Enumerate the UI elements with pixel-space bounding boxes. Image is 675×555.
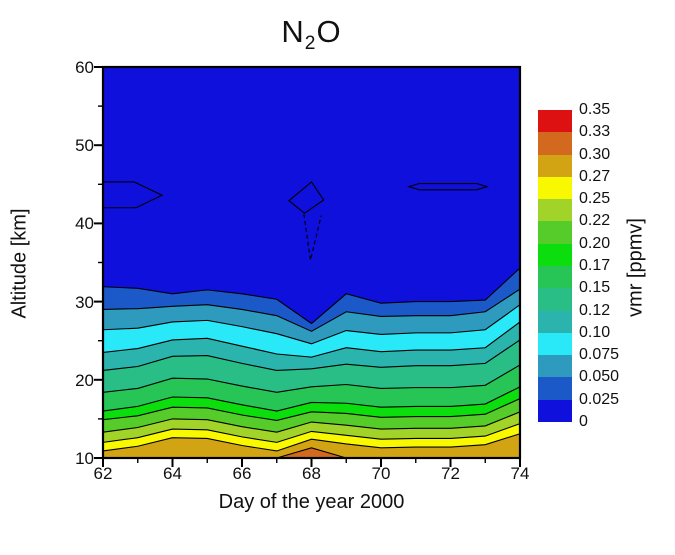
y-tick-label-40: 40: [75, 214, 94, 234]
y-tick-label-50: 50: [75, 136, 94, 156]
chart-title-base: N: [281, 14, 305, 49]
dashed-contour-tail-day68: [303, 213, 322, 261]
colorbar-tick-label-0.35: 0.35: [579, 101, 611, 118]
y-tick-label-60: 60: [75, 58, 94, 77]
x-tick-label-72: 72: [441, 464, 460, 483]
colorbar-tick-label-0.17: 0.17: [579, 257, 611, 274]
colorbar-tick-label-0.10: 0.10: [579, 323, 611, 341]
colorbar-tick-label-0.15: 0.15: [579, 279, 611, 297]
x-axis-title: Day of the year 2000: [218, 491, 405, 513]
closed-contour-left-pennant: [103, 181, 164, 209]
x-tick-label-70: 70: [371, 464, 391, 483]
y-tick-label-20: 20: [75, 370, 94, 390]
y-tick-label-10: 10: [75, 449, 94, 468]
colorbar-tick-label-0.050: 0.050: [579, 368, 620, 386]
colorbar-segment-12: [538, 377, 572, 400]
contour-plot-canvas: [94, 65, 522, 467]
colorbar-tick-label-0.12: 0.12: [579, 301, 611, 319]
colorbar-segment-6: [538, 243, 572, 266]
colorbar-segment-1: [538, 132, 572, 155]
x-tick-label-66: 66: [232, 464, 252, 483]
colorbar-segment-2: [538, 154, 572, 177]
x-tick-label-74: 74: [510, 464, 530, 483]
closed-contour-kite-day68: [288, 181, 325, 214]
colorbar-tick-label-0.33: 0.33: [579, 123, 611, 141]
colorbar-segment-3: [538, 176, 572, 200]
chart-title-subscript: 2: [304, 33, 317, 55]
colorbar-tick-label-0.025: 0.025: [579, 390, 620, 408]
colorbar-segment-7: [538, 265, 572, 289]
x-tick-label-68: 68: [302, 464, 321, 483]
colorbar-tick-label-0: 0: [579, 413, 588, 430]
colorbar-segment-4: [538, 199, 572, 222]
colorbar-tick-label-0.27: 0.27: [579, 167, 611, 185]
colorbar-segment-11: [538, 355, 572, 378]
x-tick-label-62: 62: [93, 464, 113, 483]
colorbar-segment-9: [538, 310, 572, 333]
colorbar: [538, 110, 572, 422]
y-axis-title: Altitude [km]: [8, 208, 31, 319]
colorbar-segment-10: [538, 332, 572, 356]
colorbar-tick-label-0.20: 0.20: [579, 234, 611, 252]
colorbar-segment-0: [538, 110, 572, 133]
y-tick-label-30: 30: [75, 292, 94, 312]
colorbar-segment-13: [538, 399, 572, 422]
colorbar-tick-label-0.30: 0.30: [579, 145, 611, 163]
colorbar-segment-5: [538, 221, 572, 244]
x-tick-label-64: 64: [163, 464, 182, 483]
colorbar-tick-label-0.25: 0.25: [579, 190, 611, 208]
closed-contour-lens-day71-73: [406, 182, 489, 191]
colorbar-tick-label-0.22: 0.22: [579, 212, 611, 230]
chart-title-end: O: [316, 14, 342, 49]
chart-title: N2O: [103, 14, 520, 55]
colorbar-tick-label-0.075: 0.075: [579, 346, 620, 364]
colorbar-segment-8: [538, 288, 572, 311]
